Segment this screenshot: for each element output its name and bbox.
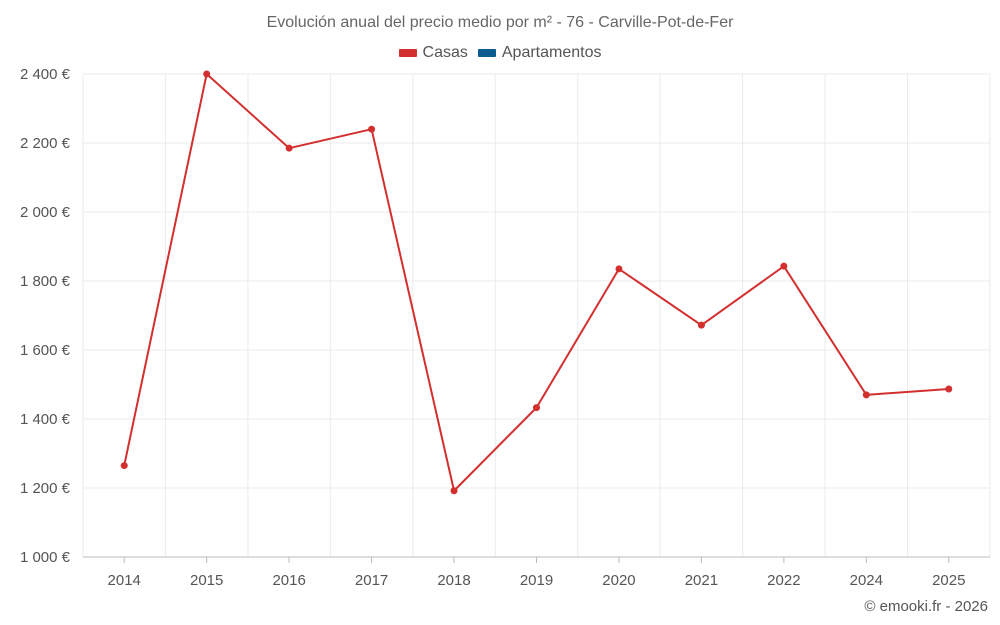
x-tick-label: 2014 [108,572,141,589]
grid-lines [82,73,991,557]
y-tick-label: 1 200 € [20,480,71,497]
data-point [203,70,211,78]
legend-item-apartamentos[interactable]: Apartamentos [477,44,602,62]
y-tick-label: 2 400 € [20,66,71,83]
x-tick-label: 2025 [932,572,965,589]
y-tick-label: 1 400 € [20,411,71,428]
series-casas [120,70,953,495]
data-point [780,262,788,270]
axes [83,556,990,563]
x-tick-label: 2017 [355,572,388,589]
y-tick-label: 1 000 € [20,549,71,566]
legend-label-casas: Casas [422,44,468,61]
y-tick-label: 2 000 € [20,204,71,221]
x-tick-label: 2022 [767,572,800,589]
data-point [697,321,705,329]
data-point [533,404,540,412]
x-tick-label: 2019 [520,572,553,589]
y-axis-tick-labels: 1 000 € 1 200 € 1 400 € 1 600 € 1 800 € 2 000… [20,66,71,566]
y-tick-label: 1 800 € [20,273,71,290]
legend-swatch-casas [398,49,417,57]
legend-label-apartamentos: Apartamentos [501,44,602,61]
data-point [368,125,376,133]
y-tick-label: 2 200 € [20,135,71,152]
x-tick-label: 2024 [850,572,883,589]
x-tick-label: 2018 [437,572,470,589]
data-point [450,487,458,495]
x-tick-label: 2015 [190,572,223,589]
legend-item-casas[interactable]: Casas [398,44,468,62]
x-tick-label: 2016 [272,572,305,589]
x-tick-label: 2020 [602,572,635,589]
x-tick-label: 2021 [685,572,718,589]
x-axis-tick-labels: 2014 2015 2016 2017 2018 2019 2020 2021 2022 2024… [108,572,966,589]
y-tick-label: 1 600 € [20,342,71,359]
data-point [945,385,953,393]
credit-text: © emooki.fr - 2026 [864,598,988,615]
chart-title: Evolución anual del precio medio por m² … [266,14,734,31]
data-point [862,391,870,399]
data-point [285,144,293,152]
data-point [615,265,623,273]
legend-swatch-apartamentos [477,49,496,57]
data-point [120,462,128,470]
chart-legend: Casas Apartamentos [0,44,1000,62]
